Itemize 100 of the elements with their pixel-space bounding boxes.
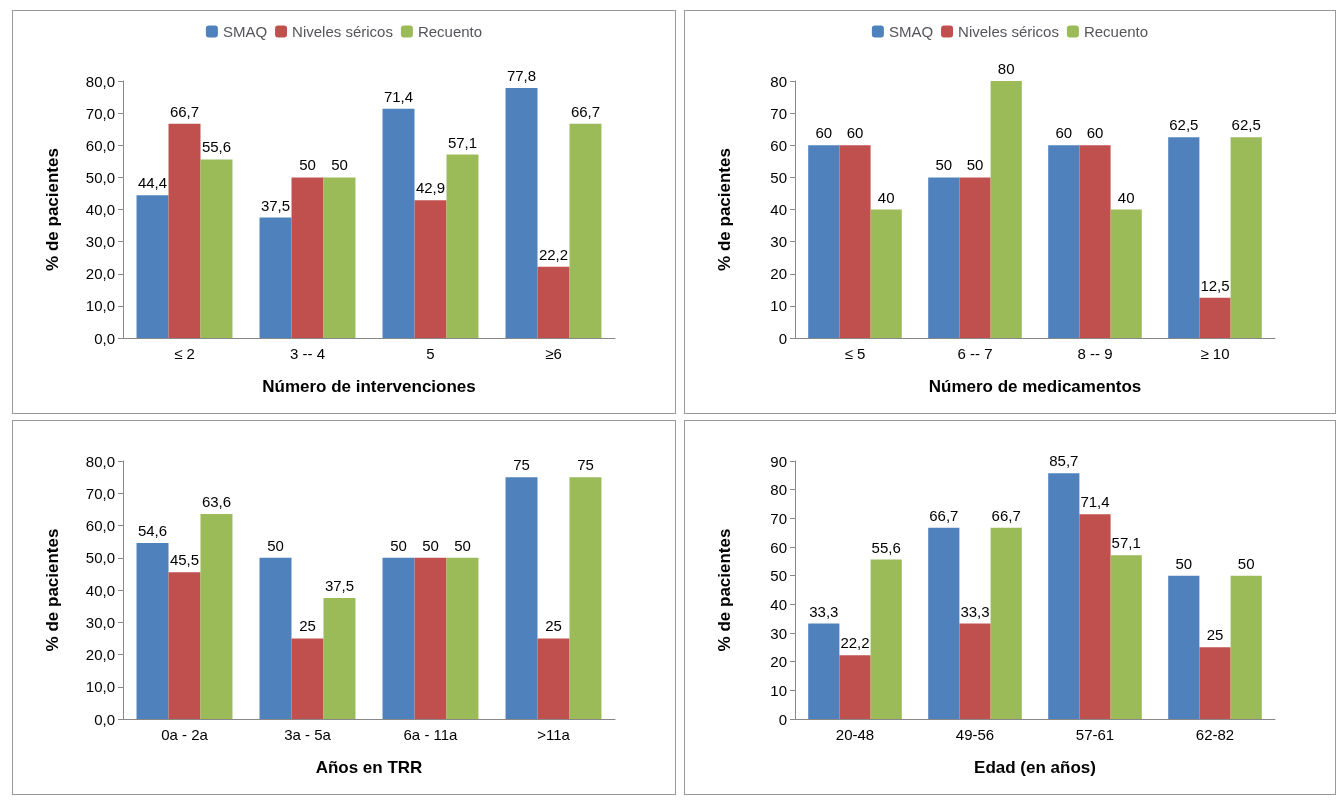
x-axis-title: Número de intervenciones: [262, 377, 476, 396]
x-tick-label: 0a - 2a: [161, 726, 209, 743]
legend-label: Niveles séricos: [292, 23, 393, 40]
legend-label: Recuento: [417, 23, 483, 40]
data-label: 80: [997, 60, 1015, 77]
bar: [1199, 297, 1231, 338]
y-tick-label: 10: [770, 297, 787, 315]
y-tick-label: 60,0: [85, 136, 115, 154]
y-axis-title: % de pacientes: [715, 528, 734, 652]
bar: [168, 123, 201, 338]
legend-label: Niveles séricos: [958, 23, 1059, 40]
bar: [808, 623, 840, 719]
y-tick-label: 10: [770, 681, 787, 699]
data-label: 12,5: [1200, 276, 1230, 294]
y-tick-label: 80: [770, 481, 787, 499]
x-tick-label: 6a - 11a: [403, 726, 459, 743]
bar: [990, 81, 1022, 338]
data-label: 66,7: [929, 506, 959, 524]
data-label: 62,5: [1169, 116, 1199, 134]
y-tick-label: 80,0: [85, 72, 115, 90]
x-tick-label: 6 -- 7: [957, 345, 993, 362]
y-tick-label: 0,0: [94, 329, 115, 347]
bar: [1230, 575, 1262, 719]
data-label: 25: [545, 617, 562, 635]
x-tick-label: 3a - 5a: [284, 726, 332, 743]
y-tick-label: 80,0: [85, 452, 115, 470]
x-tick-label: 5: [426, 345, 435, 362]
bar: [1110, 209, 1142, 338]
data-label: 77,8: [506, 67, 537, 85]
bar: [537, 266, 570, 338]
x-tick-label: 57-61: [1075, 726, 1115, 743]
data-label: 57,1: [447, 133, 478, 151]
bar: [505, 88, 538, 338]
bar: [990, 527, 1022, 719]
data-label: 42,9: [415, 179, 446, 197]
data-label: 50: [267, 536, 284, 554]
x-tick-label: 3 -- 4: [289, 345, 326, 362]
data-label: 22,2: [840, 634, 870, 652]
x-tick-label: ≤ 2: [174, 345, 195, 362]
bar: [1079, 514, 1111, 719]
bar: [382, 557, 415, 719]
data-label: 62,5: [1231, 116, 1261, 134]
bar: [1168, 137, 1200, 338]
bar: [259, 217, 292, 338]
data-label: 60: [846, 124, 864, 142]
x-axis-title: Años en TRR: [315, 758, 423, 777]
y-axis-title: % de pacientes: [43, 528, 62, 652]
bar: [928, 177, 960, 338]
bar: [446, 154, 479, 338]
data-label: 37,5: [260, 196, 291, 214]
data-label: 60: [815, 124, 833, 142]
bar: [505, 477, 538, 719]
bar: [446, 557, 479, 719]
y-tick-label: 0: [778, 710, 787, 728]
legend-label: Recuento: [1083, 23, 1149, 40]
bar: [1230, 137, 1262, 338]
bar: [136, 542, 169, 719]
x-tick-label: ≥ 10: [1200, 345, 1230, 362]
data-label: 60: [1086, 124, 1104, 142]
y-tick-label: 20: [770, 653, 787, 671]
data-label: 37,5: [324, 577, 355, 595]
bar: [870, 209, 902, 338]
data-label: 71,4: [1080, 493, 1110, 511]
y-axis-title: % de pacientes: [43, 148, 62, 271]
y-tick-label: 70,0: [85, 484, 115, 502]
bar: [168, 572, 201, 719]
y-tick-label: 40,0: [85, 581, 115, 599]
y-tick-label: 20: [770, 265, 787, 283]
y-tick-label: 50: [770, 567, 787, 585]
data-label: 33,3: [960, 602, 990, 620]
y-tick-label: 40,0: [85, 201, 115, 218]
bar: [537, 638, 570, 719]
data-label: 50: [1237, 554, 1255, 572]
y-tick-label: 40: [770, 595, 787, 613]
bar: [291, 638, 324, 719]
bar: [1079, 145, 1111, 338]
data-label: 33,3: [809, 602, 839, 620]
bar: [959, 177, 991, 338]
y-tick-label: 50: [770, 168, 787, 186]
data-label: 50: [390, 536, 407, 554]
bar: [136, 195, 169, 338]
bar: [1110, 555, 1142, 719]
data-label: 57,1: [1111, 534, 1141, 552]
data-label: 55,6: [871, 538, 901, 556]
data-label: 66,7: [570, 102, 601, 120]
x-tick-label: 8 -- 9: [1077, 345, 1113, 362]
bar: [259, 557, 292, 719]
bar: [414, 557, 447, 719]
data-label: 85,7: [1049, 452, 1079, 470]
bar: [382, 108, 415, 338]
data-label: 50: [1175, 554, 1193, 572]
bar: [323, 177, 356, 338]
data-label: 50: [331, 156, 348, 174]
data-label: 50: [422, 536, 439, 554]
x-tick-label: 62-82: [1195, 726, 1235, 743]
y-tick-label: 10,0: [85, 678, 115, 696]
y-tick-label: 40: [770, 201, 787, 218]
y-tick-label: 60: [770, 136, 787, 154]
data-label: 75: [577, 456, 594, 474]
bar: [1048, 145, 1080, 338]
